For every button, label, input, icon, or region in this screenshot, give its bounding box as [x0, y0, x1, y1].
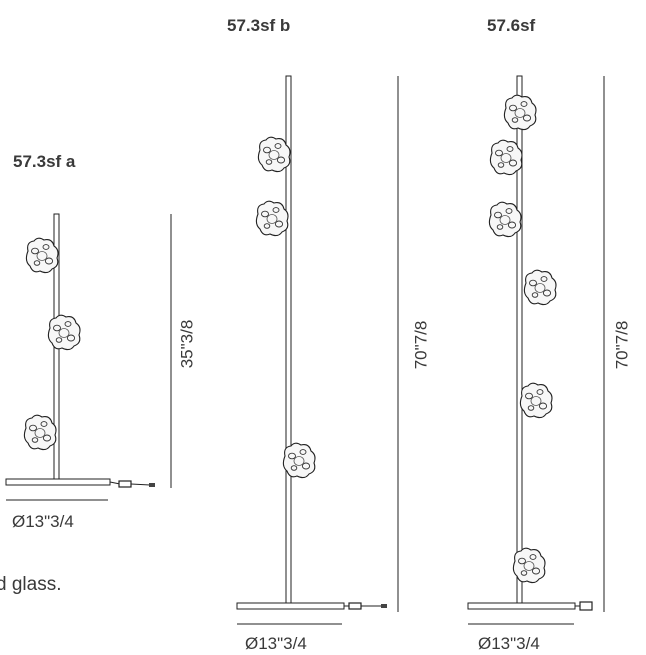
- model-c-base-label: Ø13"3/4: [478, 634, 540, 653]
- lamp-c-globe-5: [519, 382, 553, 419]
- model-c-height-label: 70"7/8: [612, 320, 632, 370]
- lamp-c-switch: [579, 601, 593, 611]
- lamp-b-switch: [348, 602, 362, 610]
- lamp-b: [236, 75, 399, 625]
- lamp-a-cable: [109, 481, 121, 485]
- lamp-c-globe-2: [489, 139, 523, 176]
- lamp-c-globe-6: [512, 547, 546, 584]
- model-c-title: 57.6sf: [487, 16, 536, 35]
- lamp-c-globe-1: [503, 94, 537, 131]
- lamp-a-switch: [118, 480, 132, 488]
- model-b-height-label: 70"7/8: [411, 320, 431, 370]
- lamp-b-globe-2: [255, 200, 289, 237]
- lamp-c-base: [467, 602, 576, 610]
- model-a-height-label: 35"3/8: [177, 319, 197, 369]
- lamp-a-globe-3: [23, 414, 57, 451]
- model-a-base-label: Ø13"3/4: [12, 512, 74, 531]
- lamp-a: [5, 213, 172, 501]
- model-b-title: 57.3sf b: [227, 16, 291, 35]
- lamp-a-globe-2: [47, 314, 81, 351]
- caption-fragment: d glass.: [0, 574, 62, 595]
- lamp-b-plug: [381, 604, 387, 608]
- model-b-base-label: Ø13"3/4: [245, 634, 307, 653]
- lamp-b-globe-3: [282, 442, 316, 479]
- lamp-c-globe-3: [488, 201, 522, 238]
- lamp-b-base: [236, 602, 345, 610]
- model-a-title: 57.3sf a: [13, 152, 76, 171]
- lamp-a-globe-1: [25, 237, 59, 274]
- lamp-c-globe-4: [523, 269, 557, 306]
- lamp-a-base: [5, 478, 111, 486]
- lamp-b-globe-1: [257, 136, 291, 173]
- lamp-a-plug: [149, 483, 155, 487]
- lamp-c: [467, 75, 605, 625]
